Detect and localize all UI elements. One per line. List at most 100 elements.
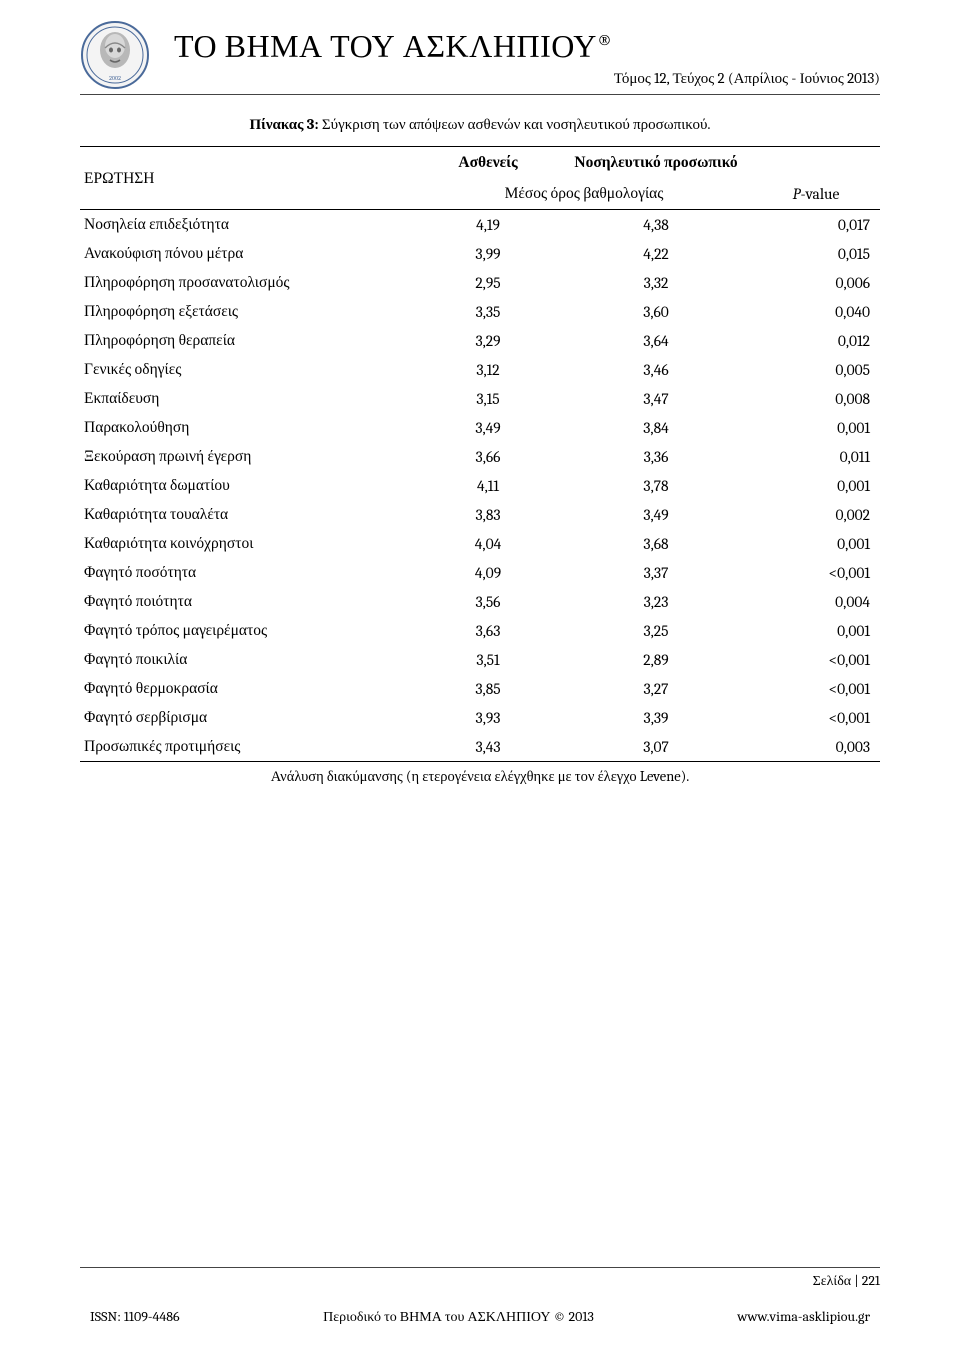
row-value-patients: 3,85 [416, 674, 560, 703]
row-value-nurses: 3,68 [560, 529, 752, 558]
row-value-patients: 3,12 [416, 355, 560, 384]
row-label: Φαγητό θερμοκρασία [80, 674, 416, 703]
row-label: Καθαριότητα τουαλέτα [80, 500, 416, 529]
row-pvalue: 0,040 [752, 297, 880, 326]
issue-info: Τόμος 12, Τεύχος 2 (Απρίλιος - Ιούνιος 2… [174, 69, 880, 88]
col-header-question: ΕΡΩΤΗΣΗ [80, 147, 416, 210]
table-row: Παρακολούθηση3,493,840,001 [80, 413, 880, 442]
row-value-nurses: 3,37 [560, 558, 752, 587]
page: 2002 ΤΟ ΒΗΜΑ ΤΟΥ ΑΣΚΛΗΠΙΟΥ® Τόμος 12, Τε… [0, 0, 960, 1356]
row-value-patients: 3,56 [416, 587, 560, 616]
row-value-nurses: 3,60 [560, 297, 752, 326]
footer-website: www.vima-asklipiou.gr [737, 1308, 870, 1326]
row-pvalue: 0,001 [752, 471, 880, 500]
header-text-block: ΤΟ ΒΗΜΑ ΤΟΥ ΑΣΚΛΗΠΙΟΥ® Τόμος 12, Τεύχος … [174, 20, 880, 88]
row-label: Γενικές οδηγίες [80, 355, 416, 384]
row-label: Παρακολούθηση [80, 413, 416, 442]
row-value-patients: 2,95 [416, 268, 560, 297]
table-body: Νοσηλεία επιδεξιότητα4,194,380,017Ανακού… [80, 210, 880, 762]
table-row: Φαγητό θερμοκρασία3,853,27<0,001 [80, 674, 880, 703]
row-pvalue: 0,004 [752, 587, 880, 616]
row-value-patients: 3,66 [416, 442, 560, 471]
row-pvalue: 0,015 [752, 239, 880, 268]
row-pvalue: <0,001 [752, 674, 880, 703]
row-value-nurses: 3,27 [560, 674, 752, 703]
row-pvalue: <0,001 [752, 703, 880, 732]
row-value-patients: 3,15 [416, 384, 560, 413]
row-pvalue: <0,001 [752, 645, 880, 674]
row-pvalue: <0,001 [752, 558, 880, 587]
row-value-nurses: 4,22 [560, 239, 752, 268]
journal-title: ΤΟ ΒΗΜΑ ΤΟΥ ΑΣΚΛΗΠΙΟΥ® [174, 28, 880, 65]
row-pvalue: 0,001 [752, 616, 880, 645]
row-pvalue: 0,017 [752, 210, 880, 240]
table-caption: Πίνακας 3: Σύγκριση των απόψεων ασθενών … [80, 115, 880, 134]
row-pvalue: 0,012 [752, 326, 880, 355]
table-note: Ανάλυση διακύμανσης (η ετερογένεια ελέγχ… [80, 768, 880, 786]
row-label: Νοσηλεία επιδεξιότητα [80, 210, 416, 240]
row-value-nurses: 3,23 [560, 587, 752, 616]
page-header: 2002 ΤΟ ΒΗΜΑ ΤΟΥ ΑΣΚΛΗΠΙΟΥ® Τόμος 12, Τε… [80, 20, 880, 95]
row-label: Καθαριότητα κοινόχρηστοι [80, 529, 416, 558]
row-label: Πληροφόρηση προσανατολισμός [80, 268, 416, 297]
row-pvalue: 0,003 [752, 732, 880, 762]
table-row: Φαγητό ποιότητα3,563,230,004 [80, 587, 880, 616]
table-row: Πληροφόρηση προσανατολισμός2,953,320,006 [80, 268, 880, 297]
row-value-patients: 3,99 [416, 239, 560, 268]
row-value-patients: 3,29 [416, 326, 560, 355]
row-value-patients: 4,19 [416, 210, 560, 240]
row-label: Πληροφόρηση εξετάσεις [80, 297, 416, 326]
row-label: Ξεκούραση πρωινή έγερση [80, 442, 416, 471]
caption-label: Πίνακας 3: [250, 115, 319, 133]
table-row: Εκπαίδευση3,153,470,008 [80, 384, 880, 413]
row-pvalue: 0,006 [752, 268, 880, 297]
row-label: Φαγητό ποιότητα [80, 587, 416, 616]
journal-title-text: ΤΟ ΒΗΜΑ ΤΟΥ ΑΣΚΛΗΠΙΟΥ [174, 28, 597, 65]
row-value-nurses: 3,49 [560, 500, 752, 529]
table-row: Φαγητό σερβίρισμα3,933,39<0,001 [80, 703, 880, 732]
row-value-nurses: 3,32 [560, 268, 752, 297]
row-value-patients: 3,35 [416, 297, 560, 326]
row-value-nurses: 3,47 [560, 384, 752, 413]
row-pvalue: 0,011 [752, 442, 880, 471]
row-value-patients: 3,43 [416, 732, 560, 762]
row-label: Πληροφόρηση θεραπεία [80, 326, 416, 355]
row-value-nurses: 3,36 [560, 442, 752, 471]
row-value-nurses: 3,64 [560, 326, 752, 355]
table-row: Ανακούφιση πόνου μέτρα3,994,220,015 [80, 239, 880, 268]
row-label: Φαγητό ποικιλία [80, 645, 416, 674]
row-pvalue: 0,008 [752, 384, 880, 413]
row-value-patients: 3,63 [416, 616, 560, 645]
row-pvalue: 0,005 [752, 355, 880, 384]
col-header-empty [752, 147, 880, 179]
row-label: Φαγητό σερβίρισμα [80, 703, 416, 732]
row-value-patients: 4,09 [416, 558, 560, 587]
registered-mark: ® [597, 29, 613, 50]
row-pvalue: 0,001 [752, 413, 880, 442]
row-label: Ανακούφιση πόνου μέτρα [80, 239, 416, 268]
row-value-nurses: 2,89 [560, 645, 752, 674]
footer-issn: ISSN: 1109-4486 [90, 1308, 180, 1326]
col-header-nurses: Νοσηλευτικό προσωπικό [560, 147, 752, 179]
caption-text: Σύγκριση των απόψεων ασθενών και νοσηλευ… [319, 115, 711, 133]
row-value-nurses: 3,46 [560, 355, 752, 384]
row-value-nurses: 3,25 [560, 616, 752, 645]
header-row-1: ΕΡΩΤΗΣΗ Ασθενείς Νοσηλευτικό προσωπικό [80, 147, 880, 179]
table-row: Πληροφόρηση θεραπεία3,293,640,012 [80, 326, 880, 355]
footer-bar: ISSN: 1109-4486 Περιοδικό το ΒΗΜΑ του ΑΣ… [80, 1308, 880, 1326]
row-pvalue: 0,002 [752, 500, 880, 529]
footer-copyright: Περιοδικό το ΒΗΜΑ του ΑΣΚΛΗΠΙΟΥ © 2013 [323, 1308, 594, 1326]
table-row: Προσωπικές προτιμήσεις3,433,070,003 [80, 732, 880, 762]
row-value-patients: 3,49 [416, 413, 560, 442]
row-value-patients: 4,04 [416, 529, 560, 558]
table-row: Καθαριότητα τουαλέτα3,833,490,002 [80, 500, 880, 529]
row-label: Καθαριότητα δωματίου [80, 471, 416, 500]
row-pvalue: 0,001 [752, 529, 880, 558]
col-header-pvalue: P-value [752, 178, 880, 210]
logo-icon: 2002 [80, 20, 150, 90]
row-value-nurses: 3,78 [560, 471, 752, 500]
row-value-nurses: 3,07 [560, 732, 752, 762]
table-row: Φαγητό ποσότητα4,093,37<0,001 [80, 558, 880, 587]
svg-text:2002: 2002 [109, 75, 121, 82]
page-footer: Σελίδα | 221 ISSN: 1109-4486 Περιοδικό τ… [80, 1267, 880, 1326]
